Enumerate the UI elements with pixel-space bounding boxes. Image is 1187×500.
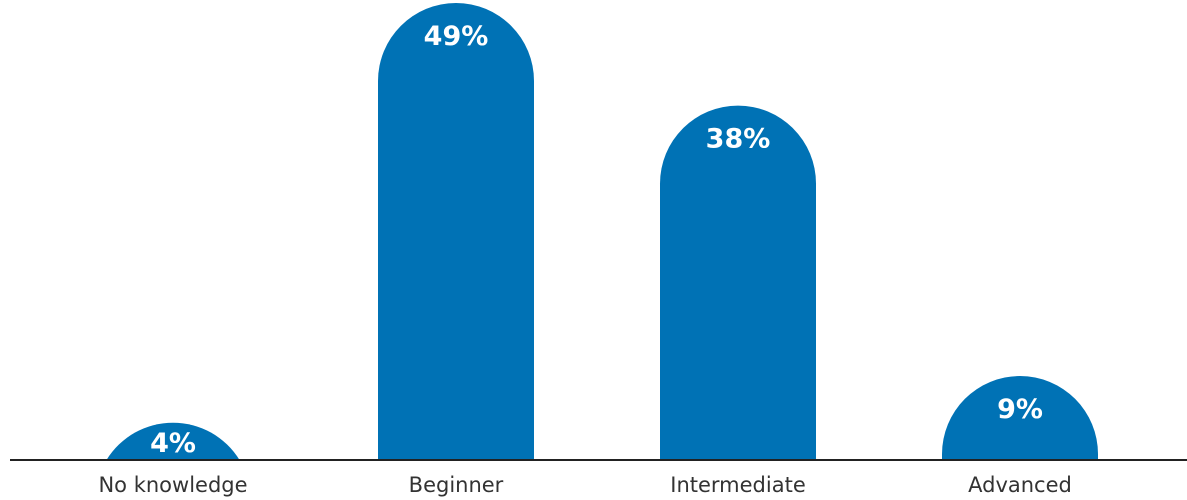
category-label-no-knowledge: No knowledge xyxy=(98,473,247,497)
value-label-advanced: 9% xyxy=(997,394,1043,425)
category-label-intermediate: Intermediate xyxy=(670,473,806,497)
value-labels-group: 4% 49% 38% 9% xyxy=(150,21,1043,459)
value-label-intermediate: 38% xyxy=(706,124,771,155)
value-label-no-knowledge: 4% xyxy=(150,428,196,459)
bar-no-knowledge xyxy=(106,422,240,460)
category-label-beginner: Beginner xyxy=(409,473,504,497)
value-label-beginner: 49% xyxy=(424,21,489,52)
bar-advanced xyxy=(942,376,1098,460)
bar-intermediate xyxy=(660,105,816,460)
category-label-advanced: Advanced xyxy=(968,473,1072,497)
category-labels-group: No knowledge Beginner Intermediate Advanced xyxy=(98,473,1071,497)
bars-group xyxy=(106,3,1098,460)
bar-beginner xyxy=(378,3,534,460)
